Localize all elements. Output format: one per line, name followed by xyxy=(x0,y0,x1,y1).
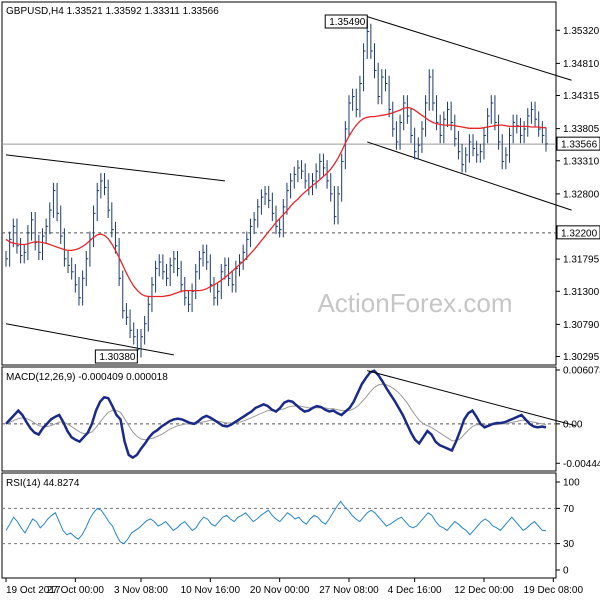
chart-title: GBPUSD,H4 1.33521 1.33592 1.33311 1.3356… xyxy=(6,6,219,17)
macd-main-line xyxy=(5,369,547,460)
channel-line-lower-left xyxy=(5,323,174,356)
annotation-box xyxy=(94,349,138,364)
x-tick-label: 4 Dec 16:00 xyxy=(388,585,442,596)
axis-layer: 1.35320 1.34810 1.34315 1.33805 1.33310 1.328… xyxy=(5,26,600,596)
price-tick-label: 1.34315 xyxy=(563,91,600,102)
price-tick-label: 1.35320 xyxy=(563,26,600,37)
last-price-label: 1.33566 xyxy=(561,140,598,151)
x-tick-label: 10 Nov 16:00 xyxy=(181,585,241,596)
x-tick-label: 27 Oct 00:00 xyxy=(47,585,105,596)
price-tick-label: 1.30295 xyxy=(563,352,600,363)
price-panel-frame xyxy=(1,1,557,366)
price-tick-label: 1.34810 xyxy=(563,59,600,70)
rsi-line xyxy=(5,500,547,545)
support-label-box xyxy=(556,225,600,240)
channel-line-upper-left xyxy=(5,154,225,182)
x-tick-label: 19 Dec 08:00 xyxy=(524,585,584,596)
moving-average-line xyxy=(5,106,546,298)
macd-tick-label: 0.006073 xyxy=(563,366,600,377)
x-tick-label: 3 Nov 08:00 xyxy=(114,585,168,596)
annotation-label: 1.35490 xyxy=(329,17,366,28)
rsi-label: RSI(14) 44.8274 xyxy=(6,478,80,489)
x-tick-label: 12 Dec 00:00 xyxy=(454,585,514,596)
rsi-tick-label: 100 xyxy=(563,478,580,489)
macd-trendline xyxy=(367,370,576,427)
annotation-label: 1.30380 xyxy=(99,352,136,363)
rsi-tick-label: 0 xyxy=(563,566,569,577)
price-tick-label: 1.33805 xyxy=(563,124,600,135)
x-tick-label: 27 Nov 08:00 xyxy=(319,585,379,596)
support-label: 1.32200 xyxy=(561,228,598,239)
price-tick-label: 1.33310 xyxy=(563,156,600,167)
x-tick-label: 20 Nov 00:00 xyxy=(250,585,310,596)
rsi-panel-frame xyxy=(1,472,557,579)
watermark: ActionForex.com xyxy=(317,288,512,318)
macd-label: MACD(12,26,9) -0.000409 0.000018 xyxy=(6,372,168,383)
macd-tick-label: 0.00 xyxy=(563,419,583,430)
price-layer: 1.35490 1.30380 xyxy=(2,14,572,364)
macd-layer xyxy=(2,369,576,460)
channel-line-upper-right xyxy=(367,16,572,81)
price-tick-label: 1.30790 xyxy=(563,320,600,331)
price-tick-label: 1.31300 xyxy=(563,287,600,298)
channel-line-lower-right xyxy=(367,141,572,211)
x-tick-label: 19 Oct 2017 xyxy=(6,585,61,596)
rsi-tick-label: 70 xyxy=(563,504,575,515)
rsi-layer xyxy=(2,500,556,545)
last-price-box xyxy=(556,136,600,151)
rsi-tick-label: 30 xyxy=(563,539,575,550)
price-tick-label: 1.32800 xyxy=(563,189,600,200)
price-tick-label: 1.31795 xyxy=(563,255,600,266)
